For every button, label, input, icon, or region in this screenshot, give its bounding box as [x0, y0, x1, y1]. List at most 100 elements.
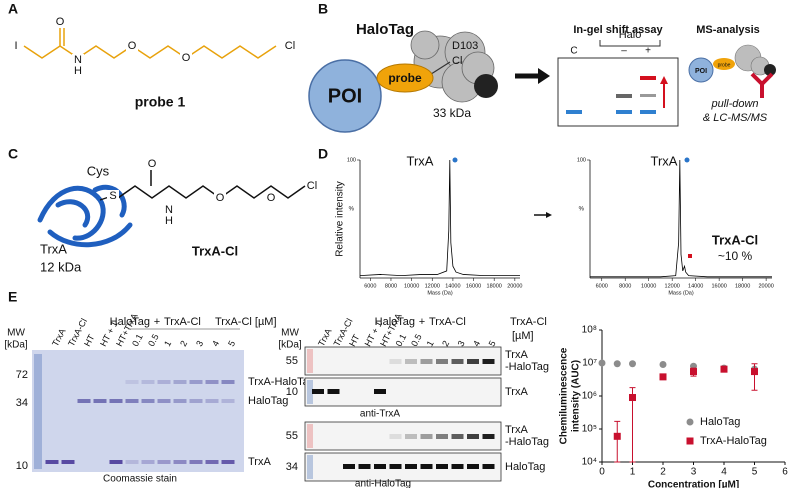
lane-label: 1	[425, 339, 436, 348]
band	[173, 380, 187, 384]
band	[343, 464, 355, 469]
shift-arrow-head	[660, 76, 668, 84]
antibody	[750, 72, 774, 98]
data-point	[613, 360, 621, 368]
lane-label: 4	[471, 339, 482, 348]
band	[482, 464, 495, 469]
atom-bg	[10, 40, 22, 52]
x-tick-label: 18000	[735, 283, 750, 289]
legend-marker	[686, 418, 694, 426]
band	[436, 434, 448, 439]
x-tick-label: 8000	[385, 283, 397, 289]
lane-label: 1	[162, 339, 173, 348]
mw-value: 34	[286, 461, 298, 473]
data-point	[659, 373, 667, 381]
ladder	[307, 455, 313, 479]
data-point	[629, 394, 636, 402]
y-tick-label: 10⁴	[582, 457, 597, 468]
band-label: -HaloTag	[505, 361, 549, 373]
band	[45, 460, 59, 464]
mass-label: 33 kDa	[433, 106, 471, 120]
y-tick-label: 100	[577, 157, 586, 163]
band	[467, 464, 479, 469]
band	[389, 464, 402, 469]
compound-name: TrxA-Cl	[192, 243, 238, 258]
x-tick-label: 16000	[466, 283, 481, 289]
band	[436, 464, 448, 469]
y-unit: %	[579, 207, 585, 213]
band	[157, 380, 171, 384]
band	[451, 434, 464, 439]
y-axis-label: Relative intensity	[335, 181, 346, 257]
atom-bg	[163, 215, 175, 227]
band	[221, 399, 235, 403]
band	[93, 399, 107, 403]
x-tick-label: 4	[721, 467, 727, 478]
band	[467, 434, 479, 439]
band	[389, 359, 402, 364]
atom-label: O	[182, 52, 191, 64]
peak-label: TrxA-Cl	[712, 232, 758, 247]
band	[405, 359, 417, 364]
data-point	[598, 359, 606, 367]
band	[358, 464, 371, 469]
band	[482, 434, 495, 439]
legend-label: TrxA-HaloTag	[700, 435, 767, 447]
band	[125, 380, 139, 384]
x-tick-label: 14000	[445, 283, 460, 289]
atom-label: Cl	[307, 180, 317, 192]
band	[436, 359, 448, 364]
x-tick-label: 8000	[619, 283, 631, 289]
lane-label: HT	[347, 332, 362, 348]
compound-name: probe 1	[135, 94, 186, 110]
band	[205, 460, 219, 464]
band	[157, 460, 171, 464]
band	[451, 464, 464, 469]
poi-label: POI	[328, 85, 362, 107]
group-label: HaloTag	[375, 316, 415, 328]
mw-label: MW	[7, 328, 25, 339]
band	[374, 389, 386, 394]
trxa-ribbon	[37, 184, 133, 248]
band	[189, 399, 203, 403]
atom-label: Cl	[452, 55, 462, 67]
atom-label: O	[216, 192, 225, 204]
y-unit: %	[349, 207, 355, 213]
unit-label: TrxA-Cl	[510, 316, 547, 328]
lane-label: 2	[178, 339, 189, 348]
band	[173, 399, 187, 403]
panel-label: D	[318, 146, 328, 162]
x-tick-label: 5	[752, 467, 758, 478]
lane-label: TrxA	[316, 327, 334, 348]
x-tick-label: 16000	[712, 283, 727, 289]
band	[420, 464, 433, 469]
chemical-bonds	[117, 185, 306, 199]
band	[221, 380, 235, 384]
mass-label: 12 kDa	[40, 259, 82, 274]
probe-label: probe	[718, 62, 731, 68]
ladder	[307, 424, 313, 448]
poi-circle	[688, 57, 714, 83]
atom-label: O	[128, 40, 137, 52]
atom-label: I	[14, 40, 17, 52]
mw-value: 10	[16, 460, 28, 472]
atom-bg	[214, 192, 226, 204]
x-tick-label: 10000	[404, 283, 419, 289]
x-tick-label: 1	[630, 467, 636, 478]
y-tick-label: 10⁷	[582, 358, 597, 369]
x-tick-label: 6	[782, 467, 788, 478]
band	[125, 399, 139, 403]
mw-label: MW	[281, 328, 299, 339]
mw-value: 34	[16, 397, 28, 409]
atom-bg	[284, 40, 296, 52]
group-label: +	[419, 316, 425, 328]
band-label: TrxA-HaloTag	[248, 376, 315, 388]
data-point	[613, 432, 621, 440]
x-tick-label: 6000	[364, 283, 376, 289]
arrow-head	[546, 212, 552, 218]
data-point	[751, 368, 758, 376]
band-label: HaloTag	[505, 461, 545, 473]
panel-label: B	[318, 1, 328, 17]
band-label: TrxA	[505, 386, 528, 398]
band	[420, 434, 433, 439]
